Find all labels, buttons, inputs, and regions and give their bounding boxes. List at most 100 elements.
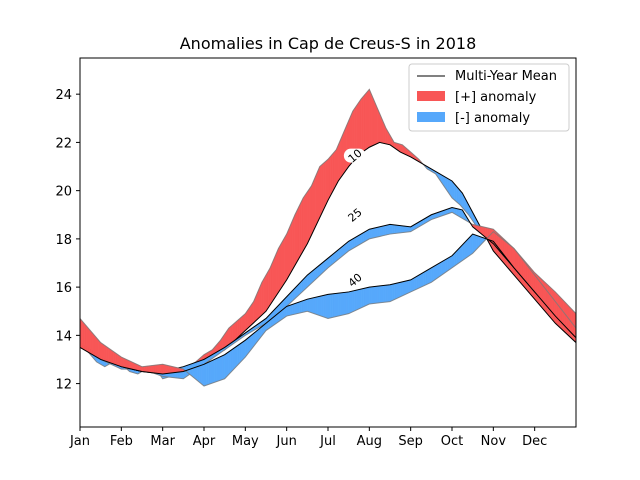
anomaly-segment-40-190 bbox=[472, 233, 475, 254]
anomaly-segment-25-142 bbox=[373, 227, 376, 239]
anomaly-segment-40-134 bbox=[356, 289, 360, 311]
anomaly-segment-40-101 bbox=[288, 304, 291, 316]
anomaly-segment-40-74 bbox=[232, 347, 236, 371]
anomaly-segment-10-118 bbox=[323, 160, 327, 210]
anomaly-segment-10-119 bbox=[325, 158, 329, 205]
anomaly-segment-40-2 bbox=[83, 322, 87, 352]
anomaly-segment-40-67 bbox=[218, 356, 221, 382]
legend-positive-label: [+] anomaly bbox=[455, 90, 537, 105]
anomaly-segment-40-178 bbox=[447, 256, 451, 272]
anomaly-segment-40-64 bbox=[212, 359, 215, 384]
anomaly-segment-10-93 bbox=[272, 258, 275, 303]
anomaly-segment-40-106 bbox=[298, 301, 302, 314]
anomaly-segment-40-210 bbox=[513, 247, 517, 271]
anomaly-segment-40-69 bbox=[222, 354, 225, 380]
legend-positive-swatch bbox=[417, 91, 445, 101]
anomaly-segment-10-90 bbox=[265, 270, 269, 312]
y-tick-label: 20 bbox=[55, 185, 72, 200]
anomaly-segment-10-128 bbox=[344, 125, 347, 173]
anomaly-segment-40-127 bbox=[342, 292, 345, 316]
anomaly-segment-40-102 bbox=[290, 303, 294, 316]
anomaly-segment-40-168 bbox=[427, 268, 430, 285]
anomaly-segment-40-118 bbox=[323, 294, 327, 319]
anomaly-segment-10-88 bbox=[261, 277, 265, 316]
anomaly-segment-40-14 bbox=[108, 347, 112, 364]
anomaly-segment-40-115 bbox=[317, 296, 320, 316]
anomaly-segment-40-186 bbox=[464, 240, 467, 260]
anomaly-segment-40-66 bbox=[216, 357, 219, 382]
depth-label-40: 40 bbox=[343, 271, 366, 290]
anomaly-segment-40-109 bbox=[305, 298, 308, 312]
depth-label-10: 10 bbox=[343, 147, 366, 166]
x-tick-label: Jul bbox=[319, 434, 336, 449]
anomaly-segment-40-135 bbox=[358, 288, 362, 310]
anomaly-segment-40-185 bbox=[462, 242, 465, 261]
anomaly-segment-40-103 bbox=[292, 303, 296, 315]
anomaly-segment-40-62 bbox=[207, 361, 211, 385]
anomaly-segment-40-34 bbox=[150, 365, 153, 373]
anomaly-segment-40-60 bbox=[203, 363, 207, 387]
anomaly-segment-10-94 bbox=[274, 253, 277, 300]
anomaly-segment-40-213 bbox=[520, 255, 523, 279]
depth-label-25: 25 bbox=[343, 206, 366, 225]
x-tick-label: Aug bbox=[357, 434, 382, 449]
anomaly-segment-40-152 bbox=[393, 283, 397, 300]
anomaly-segment-40-76 bbox=[236, 344, 240, 367]
anomaly-segment-40-138 bbox=[365, 287, 368, 307]
anomaly-segment-25-148 bbox=[385, 224, 389, 236]
depth-label-bg bbox=[343, 272, 366, 287]
anomaly-segment-10-124 bbox=[336, 144, 339, 185]
anomaly-segment-40-7 bbox=[94, 334, 97, 358]
anomaly-segment-10-136 bbox=[360, 96, 364, 154]
anomaly-segment-40-145 bbox=[379, 285, 382, 304]
y-tick-label: 14 bbox=[55, 329, 72, 344]
anomaly-segment-40-107 bbox=[300, 300, 304, 313]
anomaly-segment-40-65 bbox=[214, 358, 217, 383]
anomaly-segment-40-164 bbox=[418, 273, 422, 289]
anomaly-segment-40-13 bbox=[106, 346, 110, 363]
x-tick-label: Feb bbox=[110, 434, 133, 449]
anomaly-segment-25-156 bbox=[402, 225, 405, 233]
anomaly-segment-40-114 bbox=[315, 296, 318, 316]
y-tick-label: 22 bbox=[55, 136, 72, 151]
observed-line-25 bbox=[80, 211, 576, 380]
anomaly-segment-40-136 bbox=[360, 288, 364, 309]
anomaly-segment-40-10 bbox=[100, 342, 103, 361]
anomaly-segment-25-145 bbox=[379, 226, 382, 237]
x-tick-label: Oct bbox=[441, 434, 463, 449]
anomaly-segment-25-136 bbox=[360, 232, 364, 245]
x-tick-label: Dec bbox=[522, 434, 547, 449]
anomaly-segment-40-73 bbox=[230, 348, 234, 373]
anomaly-segment-10-91 bbox=[267, 267, 271, 309]
anomaly-segment-10-115 bbox=[317, 166, 320, 223]
anomaly-segment-40-143 bbox=[375, 285, 378, 304]
anomaly-segment-25-155 bbox=[400, 225, 403, 234]
anomaly-segment-40-8 bbox=[96, 337, 99, 359]
anomaly-segment-40-33 bbox=[147, 365, 151, 373]
anomaly-segment-40-42 bbox=[166, 365, 170, 374]
anomaly-segment-10-107 bbox=[300, 197, 304, 256]
anomaly-segment-40-100 bbox=[286, 305, 289, 317]
anomaly-segment-40-174 bbox=[439, 261, 442, 277]
anomaly-segment-40-68 bbox=[220, 355, 223, 381]
anomaly-segment-40-75 bbox=[234, 345, 238, 369]
anomaly-segment-10-137 bbox=[362, 93, 366, 152]
anomaly-segment-40-167 bbox=[424, 269, 428, 286]
anomaly-segment-10-92 bbox=[269, 262, 273, 306]
anomaly-segment-40-129 bbox=[346, 291, 349, 315]
anomaly-segment-40-211 bbox=[515, 250, 519, 274]
anomaly-segment-40-16 bbox=[112, 350, 116, 365]
anomaly-segment-25-154 bbox=[398, 225, 401, 234]
mean-line-40 bbox=[80, 233, 576, 375]
anomaly-segment-10-104 bbox=[294, 210, 298, 267]
anomaly-segment-25-151 bbox=[391, 224, 395, 235]
anomaly-segment-25-146 bbox=[381, 225, 384, 237]
x-tick-label: May bbox=[232, 434, 259, 449]
anomaly-segment-25-138 bbox=[365, 230, 368, 242]
x-tick-label: Sep bbox=[398, 434, 423, 449]
series-40 bbox=[80, 230, 576, 387]
anomaly-segment-25-139 bbox=[367, 228, 370, 241]
anomaly-segment-25-131 bbox=[350, 238, 353, 251]
anomaly-segment-40-105 bbox=[296, 301, 300, 314]
anomaly-segment-40-71 bbox=[226, 351, 230, 378]
